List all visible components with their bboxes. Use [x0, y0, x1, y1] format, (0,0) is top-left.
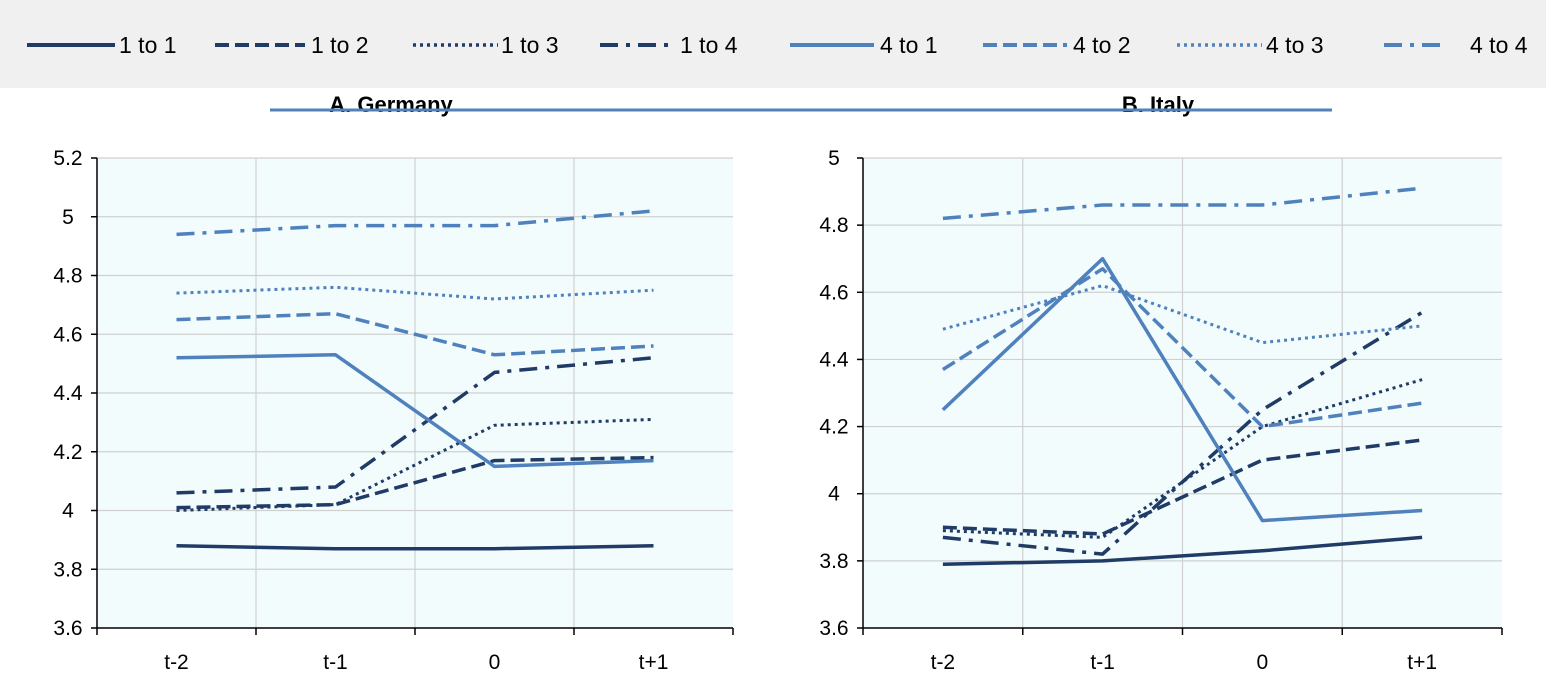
y-tick-label: 4.6: [819, 281, 848, 304]
y-tick-label: 5: [62, 206, 74, 229]
x-tick-label: t-1: [323, 651, 348, 674]
y-tick-label: 4.6: [53, 323, 82, 346]
series-line-4-to-2: [176, 311, 654, 357]
y-tick-label: 4.4: [53, 382, 83, 405]
series-line-1-to-4: [176, 356, 654, 495]
y-tick-label: 4.2: [819, 416, 848, 439]
series-line-1-to-4: [942, 310, 1424, 556]
series-line-1-to-1: [942, 535, 1423, 566]
legend-label-1-to-4: 1 to 4: [680, 32, 738, 58]
legend-label-1-to-3: 1 to 3: [501, 32, 559, 58]
y-tick-label: 4.8: [53, 265, 82, 288]
series-line-4-to-3: [942, 284, 1423, 345]
legend-label-4-to-2: 4 to 2: [1073, 32, 1131, 58]
panel-title: B. Italy: [1122, 92, 1195, 117]
series-line-1-to-3: [942, 378, 1423, 539]
legend-label-1-to-2: 1 to 2: [311, 32, 369, 58]
y-tick-label: 4: [828, 483, 840, 506]
y-tick-label: 4.2: [53, 441, 82, 464]
panel-italy: B. Italy 3.6 3.8 4 4.2 4.4 4.6 4.8 5 t-2 t-1 0 t+1: [819, 92, 1503, 674]
panel-germany: A. Germany 3.6 3.8 4 4.2 4.4 4.6 4.8 5 5.2 t-2 t-1 0…: [53, 92, 734, 674]
x-tick-label: t+1: [1407, 651, 1437, 674]
x-tick-label: t-1: [1090, 651, 1115, 674]
y-tick-label: 3.6: [819, 617, 848, 640]
series-line-1-to-1: [176, 544, 654, 551]
x-tick-label: t+1: [639, 651, 669, 674]
x-tick-label: t-2: [164, 651, 189, 674]
series-line-4-to-1: [941, 256, 1423, 523]
legend-label-4-to-1: 4 to 1: [880, 32, 938, 58]
series-line-1-to-2: [176, 455, 654, 510]
series-line-4-to-4: [942, 186, 1423, 221]
y-tick-label: 3.6: [53, 617, 82, 640]
legend-label-4-to-4: 4 to 4: [1470, 32, 1528, 58]
x-tick-label: 0: [489, 651, 501, 674]
series-line-1-to-2: [942, 438, 1423, 536]
y-tick-label: 4.8: [819, 214, 848, 237]
x-tick-label: t-2: [931, 651, 956, 674]
series-line-1-to-3: [176, 417, 654, 512]
y-tick-label: 4: [62, 500, 74, 523]
legend-label-1-to-1: 1 to 1: [119, 32, 177, 58]
series-line-4-to-3: [176, 285, 654, 301]
y-tick-label: 3.8: [53, 558, 82, 581]
x-tick-label: 0: [1257, 651, 1269, 674]
series-line-4-to-4: [176, 209, 654, 237]
y-tick-label: 4.4: [819, 348, 849, 371]
y-tick-label: 5.2: [53, 147, 82, 170]
series-line-4-to-1: [176, 353, 654, 469]
y-tick-label: 3.8: [819, 550, 848, 573]
panel-title: A. Germany: [329, 92, 453, 117]
legend-label-4-to-3: 4 to 3: [1266, 32, 1324, 58]
series-line-4-to-2: [941, 267, 1423, 429]
legend: 1 to 1 1 to 2 1 to 3 1 to 4 4 to 1 4 to 2 4 to…: [27, 32, 1528, 58]
y-tick-label: 5: [828, 147, 840, 170]
